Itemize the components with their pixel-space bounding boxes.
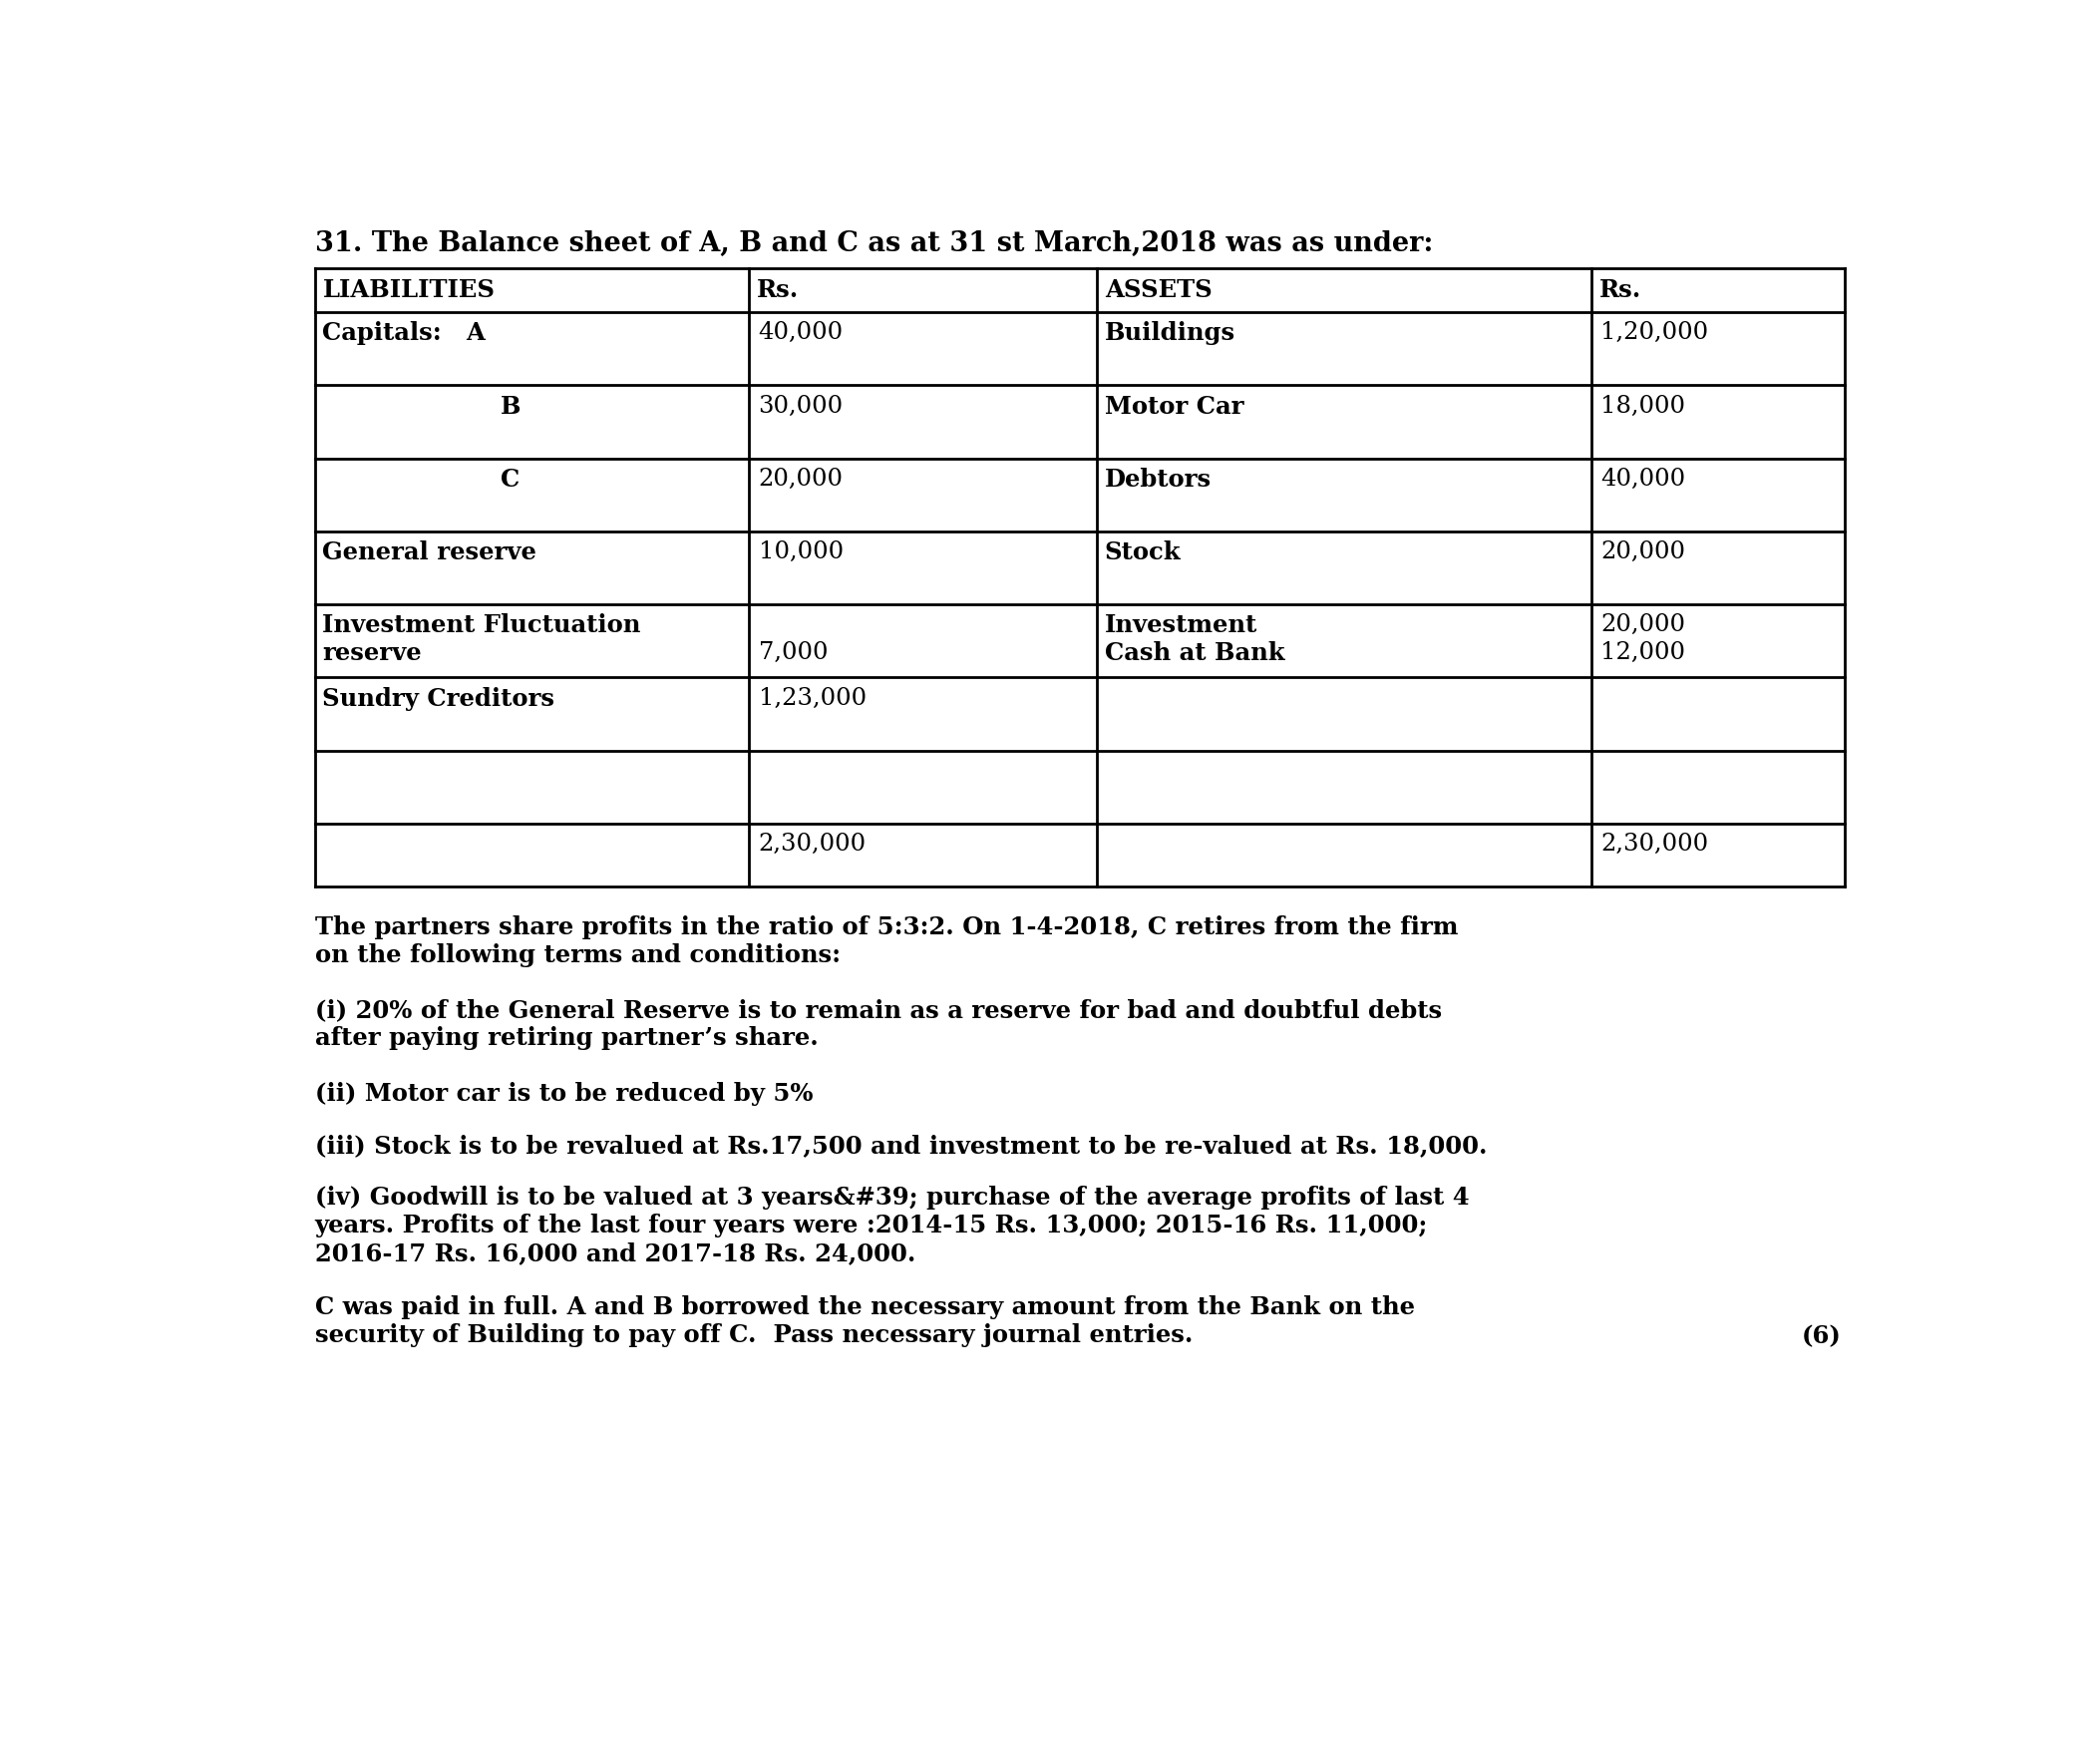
Text: 2,30,000: 2,30,000 (1601, 833, 1708, 856)
Text: reserve: reserve (323, 642, 422, 665)
Text: C: C (499, 467, 520, 492)
Text: The partners share profits in the ratio of 5:3:2. On 1-4-2018, C retires from th: The partners share profits in the ratio … (315, 916, 1458, 967)
Text: (iii) Stock is to be revalued at Rs.17,500 and investment to be re-valued at Rs.: (iii) Stock is to be revalued at Rs.17,5… (315, 1134, 1487, 1157)
Text: (ii) Motor car is to be reduced by 5%: (ii) Motor car is to be reduced by 5% (315, 1081, 812, 1106)
Text: 12,000: 12,000 (1601, 642, 1685, 665)
Text: 1,20,000: 1,20,000 (1601, 321, 1708, 344)
Text: Debtors: Debtors (1104, 467, 1211, 492)
Text: 40,000: 40,000 (1601, 467, 1685, 490)
Text: Capitals:: Capitals: (323, 321, 443, 346)
Text: ASSETS: ASSETS (1104, 279, 1213, 302)
Text: 20,000: 20,000 (1601, 540, 1685, 563)
Text: C was paid in full. A and B borrowed the necessary amount from the Bank on the
s: C was paid in full. A and B borrowed the… (315, 1295, 1414, 1346)
Text: LIABILITIES: LIABILITIES (323, 279, 495, 302)
Text: Motor Car: Motor Car (1104, 395, 1244, 418)
Text: Investment Fluctuation: Investment Fluctuation (323, 614, 642, 637)
Text: 20,000: 20,000 (757, 467, 843, 490)
Text: A: A (466, 321, 485, 346)
Text: (6): (6) (1802, 1325, 1842, 1348)
Text: Rs.: Rs. (757, 279, 799, 302)
Text: 31. The Balance sheet of A, B and C as at 31 st March,2018 was as under:: 31. The Balance sheet of A, B and C as a… (315, 229, 1433, 258)
Text: (i) 20% of the General Reserve is to remain as a reserve for bad and doubtful de: (i) 20% of the General Reserve is to rem… (315, 998, 1441, 1050)
Text: General reserve: General reserve (323, 540, 537, 564)
Text: Rs.: Rs. (1599, 279, 1641, 302)
Text: 30,000: 30,000 (757, 395, 843, 418)
Text: (iv) Goodwill is to be valued at 3 years&#39; purchase of the average profits of: (iv) Goodwill is to be valued at 3 years… (315, 1185, 1469, 1265)
Text: Stock: Stock (1104, 540, 1181, 564)
Text: B: B (499, 395, 520, 418)
Text: Buildings: Buildings (1104, 321, 1236, 346)
Text: 7,000: 7,000 (757, 642, 829, 665)
Text: Sundry Creditors: Sundry Creditors (323, 686, 554, 711)
Text: 20,000: 20,000 (1601, 614, 1685, 637)
Text: 40,000: 40,000 (757, 321, 843, 344)
Text: 10,000: 10,000 (757, 540, 843, 563)
Text: Investment: Investment (1104, 614, 1257, 637)
Text: Cash at Bank: Cash at Bank (1104, 642, 1284, 665)
Text: 2,30,000: 2,30,000 (757, 833, 866, 856)
Text: 18,000: 18,000 (1601, 395, 1685, 418)
Text: 1,23,000: 1,23,000 (757, 686, 866, 709)
